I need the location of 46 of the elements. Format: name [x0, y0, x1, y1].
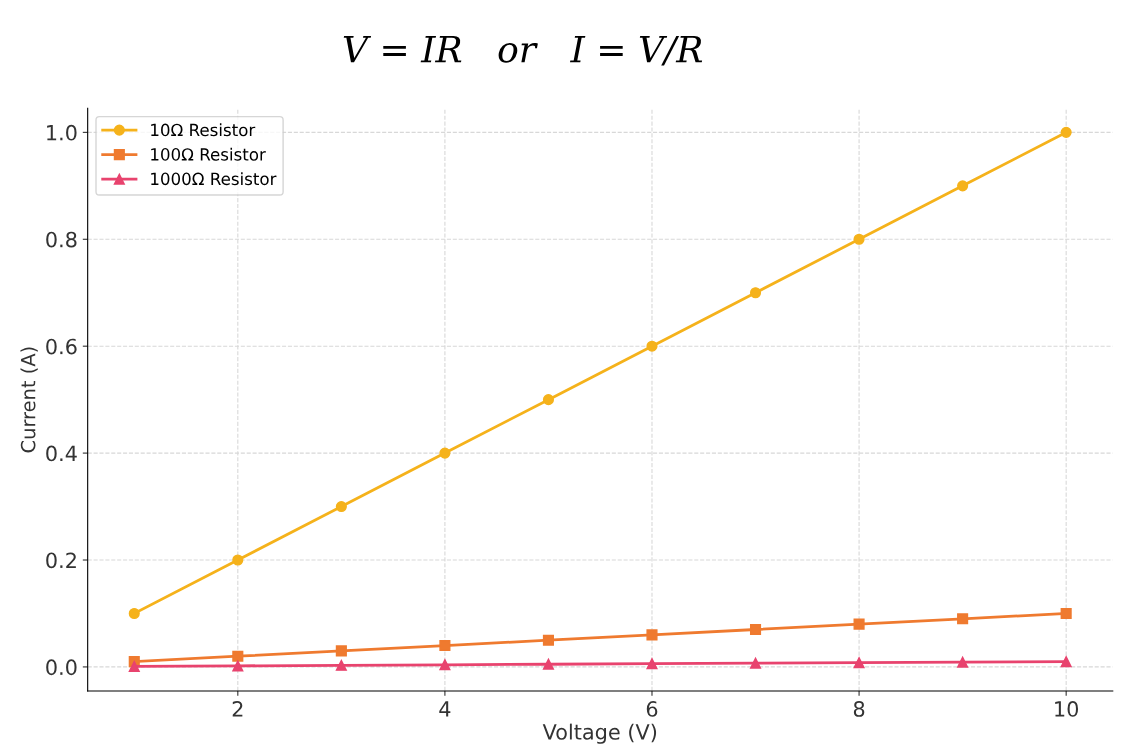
y-tick-label: 1.0: [47, 124, 77, 141]
point: [957, 180, 969, 192]
point: [749, 623, 762, 636]
legend-label: 100Ω Resistor: [151, 147, 266, 161]
x-tick-label: 8: [853, 701, 865, 717]
point: [646, 658, 658, 670]
point: [335, 659, 347, 671]
point: [1060, 656, 1072, 668]
point: [853, 657, 865, 669]
point: [646, 340, 658, 352]
y-tick-label: 0.6: [46, 338, 77, 355]
legend-label: 1000Ω Resistor: [151, 172, 277, 186]
point: [957, 656, 969, 668]
point: [439, 639, 451, 652]
x-tick-label: 10: [1055, 701, 1079, 717]
point: [128, 660, 140, 672]
point: [646, 629, 658, 641]
point: [1060, 126, 1072, 138]
point: [542, 634, 555, 646]
point: [335, 645, 347, 657]
y-tick-label: 0.8: [46, 231, 77, 248]
y-axis-title: Current (A): [20, 347, 38, 453]
point: [853, 618, 865, 630]
x-tick-label: 4: [439, 701, 451, 717]
y-tick-label: 0.4: [46, 445, 77, 462]
chart-title: V = IR or I = V/R: [343, 35, 703, 66]
point: [957, 613, 969, 625]
point: [232, 554, 244, 566]
point: [439, 447, 451, 459]
x-axis-title: Voltage (V): [542, 723, 657, 744]
point: [232, 660, 244, 672]
point: [335, 500, 347, 513]
point: [749, 287, 762, 299]
point: [128, 607, 140, 620]
y-tick-label: 0.0: [46, 659, 77, 676]
point: [749, 657, 762, 669]
point: [853, 233, 865, 245]
point: [542, 394, 555, 406]
point: [542, 658, 555, 670]
point: [232, 650, 244, 662]
x-tick-label: 2: [232, 701, 243, 717]
y-tick-label: 0.2: [46, 552, 76, 569]
point: [1060, 607, 1072, 620]
legend-label: 10Ω Resistor: [151, 123, 256, 137]
x-tick-label: 6: [646, 701, 658, 717]
point: [439, 659, 451, 671]
